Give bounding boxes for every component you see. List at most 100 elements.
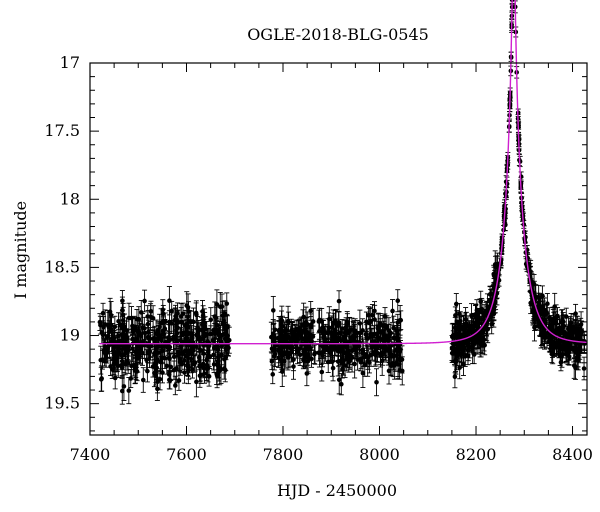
point-marker: [167, 298, 172, 304]
point-marker: [304, 323, 309, 328]
data-point: [397, 361, 403, 380]
data-point: [171, 323, 177, 353]
point-marker: [191, 345, 196, 351]
point-marker: [386, 368, 392, 374]
data-point: [272, 320, 278, 340]
data-point: [167, 324, 173, 355]
point-marker: [390, 308, 395, 314]
data-point: [142, 324, 148, 342]
point-marker: [335, 348, 341, 354]
point-marker: [270, 372, 276, 377]
data-point: [117, 326, 123, 355]
point-marker: [129, 363, 134, 369]
point-marker: [107, 309, 113, 315]
data-point: [159, 336, 165, 357]
data-point: [216, 324, 222, 343]
point-marker: [111, 335, 117, 341]
point-marker: [213, 315, 219, 321]
point-marker: [312, 350, 318, 356]
point-marker: [205, 366, 211, 371]
data-point: [358, 348, 364, 369]
point-marker: [197, 364, 202, 369]
point-marker: [371, 332, 377, 337]
data-point: [160, 361, 166, 384]
point-marker: [178, 314, 184, 319]
point-marker: [358, 356, 364, 362]
point-marker: [112, 375, 118, 381]
point-marker: [224, 301, 230, 306]
point-marker: [376, 335, 382, 341]
point-marker: [226, 337, 232, 343]
data-point: [119, 377, 125, 405]
point-marker: [167, 319, 172, 325]
point-marker: [367, 360, 372, 365]
point-marker: [171, 354, 177, 360]
point-marker: [364, 319, 369, 325]
data-point: [291, 348, 297, 372]
point-marker: [179, 332, 184, 338]
point-marker: [167, 378, 173, 383]
point-marker: [124, 359, 130, 364]
point-marker: [152, 338, 157, 344]
data-point: [160, 299, 166, 321]
data-point: [272, 341, 278, 360]
point-marker: [348, 335, 353, 341]
point-marker: [121, 336, 127, 341]
point-marker: [187, 319, 193, 324]
point-marker: [135, 328, 140, 334]
point-marker: [279, 321, 284, 326]
point-marker: [126, 347, 131, 353]
point-marker: [388, 362, 393, 368]
point-marker: [130, 346, 135, 351]
point-marker: [185, 325, 191, 331]
point-marker: [108, 364, 113, 369]
point-marker: [184, 362, 190, 368]
data-point: [126, 377, 132, 405]
point-marker: [191, 319, 196, 325]
point-marker: [190, 367, 195, 373]
data-point: [166, 343, 172, 374]
point-marker: [320, 329, 326, 335]
point-marker: [463, 317, 468, 322]
chart-title: OGLE-2018-BLG-0545: [247, 25, 429, 44]
point-marker: [191, 361, 197, 367]
data-point: [356, 332, 362, 361]
data-point: [153, 353, 159, 384]
data-point: [397, 305, 403, 336]
data-point: [338, 373, 344, 396]
point-marker: [394, 334, 399, 340]
point-marker: [171, 367, 177, 373]
point-marker: [155, 386, 160, 392]
data-point: [336, 290, 342, 312]
data-point: [378, 340, 384, 368]
data-point: [111, 326, 117, 349]
point-marker: [173, 313, 178, 319]
data-point: [121, 323, 127, 354]
point-marker: [316, 319, 322, 324]
point-marker: [166, 355, 172, 361]
point-marker: [194, 312, 199, 317]
point-marker: [171, 335, 176, 341]
point-marker: [98, 357, 104, 363]
point-marker: [140, 377, 146, 383]
data-point: [197, 351, 203, 382]
point-marker: [196, 326, 202, 332]
data-point: [130, 334, 136, 363]
point-marker: [395, 298, 401, 304]
point-marker: [368, 319, 374, 324]
point-marker: [163, 319, 168, 325]
point-marker: [272, 348, 277, 353]
point-marker: [215, 347, 221, 353]
point-marker: [117, 338, 123, 343]
data-point: [145, 305, 151, 328]
point-marker: [167, 337, 173, 342]
data-point: [280, 351, 286, 371]
point-marker: [101, 324, 106, 330]
point-marker: [285, 350, 291, 356]
point-marker: [336, 298, 342, 304]
data-point: [395, 289, 401, 313]
point-marker: [116, 346, 122, 352]
point-marker: [352, 330, 358, 335]
point-marker: [217, 368, 222, 374]
